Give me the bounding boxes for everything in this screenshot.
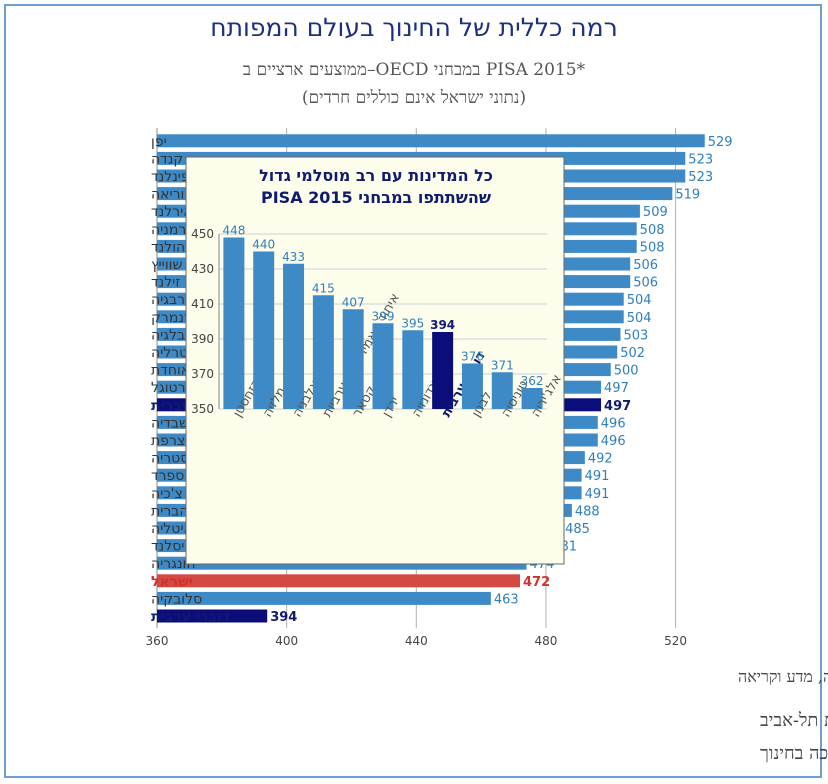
main-value-label: 523 — [688, 170, 713, 185]
main-value-label: 394 — [270, 610, 297, 625]
inset-value-label: 448 — [222, 224, 245, 238]
main-value-label: 506 — [633, 276, 658, 291]
main-category-label: יפן — [151, 134, 167, 150]
inset-value-label: 371 — [491, 358, 514, 372]
inset-tick-label: 450 — [191, 227, 214, 241]
chart-title: רמה כללית של החינוך בעולם המפותח — [210, 13, 617, 42]
main-category-label: בלגיה — [151, 327, 185, 343]
main-x-ticks: 360 400 440 480 520 — [146, 634, 687, 648]
inset-tick-label: 350 — [191, 402, 214, 416]
main-tick-label: 440 — [405, 634, 428, 648]
inset-value-label: 395 — [401, 316, 424, 330]
main-category-label: צרפת — [151, 433, 185, 449]
inset-tick-label: 430 — [191, 262, 214, 276]
main-value-label: 508 — [640, 240, 665, 255]
main-category-label: קוריאה — [151, 187, 194, 203]
main-category-label: הולנד — [151, 239, 185, 255]
main-category-label: ישראל — [151, 574, 193, 590]
main-category-label: גרמניה — [151, 222, 192, 238]
main-tick-label: 360 — [146, 634, 169, 648]
inset-value-label: 440 — [252, 238, 275, 252]
main-bar — [157, 134, 705, 148]
inset-value-label: 415 — [312, 281, 335, 295]
main-value-label: 497 — [604, 399, 631, 414]
chart-subtitle-note: (נתוני ישראל אינם כוללים חרדים) — [302, 88, 526, 108]
main-category-label: שבדיה — [151, 415, 189, 431]
inset-bar — [521, 388, 543, 409]
main-value-label: 508 — [640, 223, 665, 238]
main-category-label: איסלנד — [151, 539, 194, 555]
main-bar — [157, 591, 491, 605]
inset-tick-label: 410 — [191, 297, 214, 311]
inset-chart: כל המדינות עם רב מוסלמי גדול שהשתתפו במבח… — [185, 156, 565, 565]
inset-value-label: 376 — [461, 350, 484, 364]
inset-value-label: 407 — [342, 295, 365, 309]
inset-title-line: כל המדינות עם רב מוסלמי גדול — [259, 166, 493, 185]
main-value-label: 509 — [643, 205, 668, 220]
main-category-label: דנמרק — [151, 310, 192, 326]
main-value-label: 472 — [523, 575, 550, 590]
main-value-label: 523 — [688, 152, 713, 167]
main-value-label: 491 — [585, 487, 610, 502]
inset-title-line: שהשתתפו במבחני PISA 2015 — [261, 188, 491, 207]
main-category-label: אירלנד — [151, 204, 193, 220]
main-category-label: צ'כיה — [151, 486, 183, 502]
chart-subtitle: ממוצעים ארציים ב–OECD במבחני PISA 2015* — [243, 60, 586, 80]
main-value-label: 519 — [675, 188, 700, 203]
inset-bar — [491, 372, 513, 409]
main-value-label: 503 — [623, 328, 648, 343]
inset-value-label: 433 — [282, 250, 305, 264]
inset-bar — [312, 295, 334, 409]
main-category-label: קנדה — [151, 151, 183, 167]
main-category-label: דוברי ערבית — [151, 609, 230, 625]
main-value-label: 496 — [601, 434, 626, 449]
main-value-label: 506 — [633, 258, 658, 273]
footnote: * ממוצע ארצי במבחנים במתמטיקה, מדע וקריא… — [738, 667, 828, 686]
main-tick-label: 520 — [664, 634, 687, 648]
main-value-label: 488 — [575, 504, 600, 519]
main-tick-label: 480 — [534, 634, 557, 648]
main-category-label: שווייץ — [151, 257, 182, 273]
data-source-credit: נתונים: PISA והרשות הארצית למדידה והערכה… — [760, 743, 828, 764]
inset-tick-label: 370 — [191, 367, 214, 381]
main-value-label: 496 — [601, 416, 626, 431]
inset-bar — [461, 363, 483, 409]
main-value-label: 500 — [614, 364, 639, 379]
main-category-label: איטליה — [151, 521, 193, 537]
inset-bar — [432, 332, 454, 409]
inset-bar — [402, 330, 424, 409]
main-value-label: 504 — [627, 293, 652, 308]
main-bar — [157, 609, 268, 623]
main-category-label: הונגריה — [151, 556, 196, 572]
inset-bar — [253, 251, 275, 409]
main-value-label: 502 — [620, 346, 645, 361]
main-value-label: 463 — [494, 592, 519, 607]
inset-bar — [223, 237, 245, 409]
main-value-label: 497 — [604, 381, 629, 396]
inset-bar — [283, 263, 305, 409]
main-value-label: 529 — [708, 135, 733, 150]
inset-bar — [342, 309, 364, 409]
main-category-label: נורבגיה — [151, 292, 194, 308]
main-value-label: 492 — [588, 452, 613, 467]
inset-tick-label: 390 — [191, 332, 214, 346]
source-credit: מקור: דן בן-דוד, מוסד שורש ואוניברסיטת ת… — [760, 710, 828, 731]
main-category-label: פינלנד — [151, 169, 190, 185]
inset-title: כל המדינות עם רב מוסלמי גדול שהשתתפו במבח… — [259, 166, 493, 207]
main-category-label: סלובקיה — [151, 591, 202, 607]
main-category-label: ספרד — [151, 468, 184, 484]
main-value-label: 491 — [585, 469, 610, 484]
inset-value-label: 394 — [430, 318, 455, 332]
main-tick-label: 400 — [275, 634, 298, 648]
main-value-label: 485 — [565, 522, 590, 537]
inset-value-label: 399 — [372, 309, 395, 323]
main-value-label: 504 — [627, 311, 652, 326]
inset-value-label: 362 — [521, 374, 544, 388]
inset-bar — [372, 323, 394, 409]
main-bar — [157, 574, 521, 588]
